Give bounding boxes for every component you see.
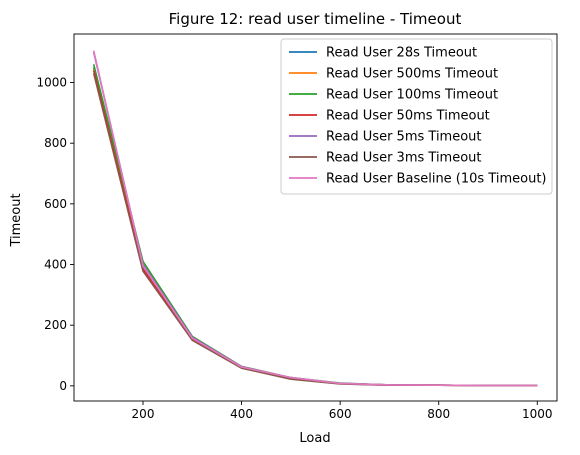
- x-tick-label: 400: [230, 407, 253, 421]
- x-tick-label: 1000: [522, 407, 553, 421]
- x-axis-label: Load: [299, 431, 330, 446]
- legend-label: Read User 28s Timeout: [326, 46, 477, 61]
- axes-frame: [73, 33, 558, 402]
- y-axis-label: Timeout: [9, 193, 24, 247]
- legend: Read User 28s Timeout Read User 500ms Tim…: [280, 38, 553, 195]
- legend-label: Read User 500ms Timeout: [326, 67, 498, 82]
- y-tick-label: 800: [44, 136, 67, 150]
- y-tick-label: 200: [44, 318, 67, 332]
- legend-label: Read User Baseline (10s Timeout): [326, 172, 547, 187]
- x-tick-label: 200: [132, 407, 155, 421]
- x-tick-label: 600: [329, 407, 352, 421]
- legend-label: Read User 5ms Timeout: [326, 130, 482, 145]
- y-tick-label: 600: [44, 197, 67, 211]
- chart-title: Figure 12: read user timeline - Timeout: [169, 10, 462, 28]
- plot-area: 200 400 600 800 1000 0 200 400 600 800 1000: [36, 33, 558, 421]
- legend-label: Read User 3ms Timeout: [326, 151, 482, 166]
- y-tick-label: 0: [59, 379, 67, 393]
- legend-label: Read User 100ms Timeout: [326, 88, 498, 103]
- x-tick-label: 800: [427, 407, 450, 421]
- y-tick-label: 1000: [36, 76, 67, 90]
- legend-label: Read User 50ms Timeout: [326, 109, 490, 124]
- legend-box: [280, 38, 553, 195]
- y-tick-label: 400: [44, 258, 67, 272]
- series-line-7: [92, 50, 538, 387]
